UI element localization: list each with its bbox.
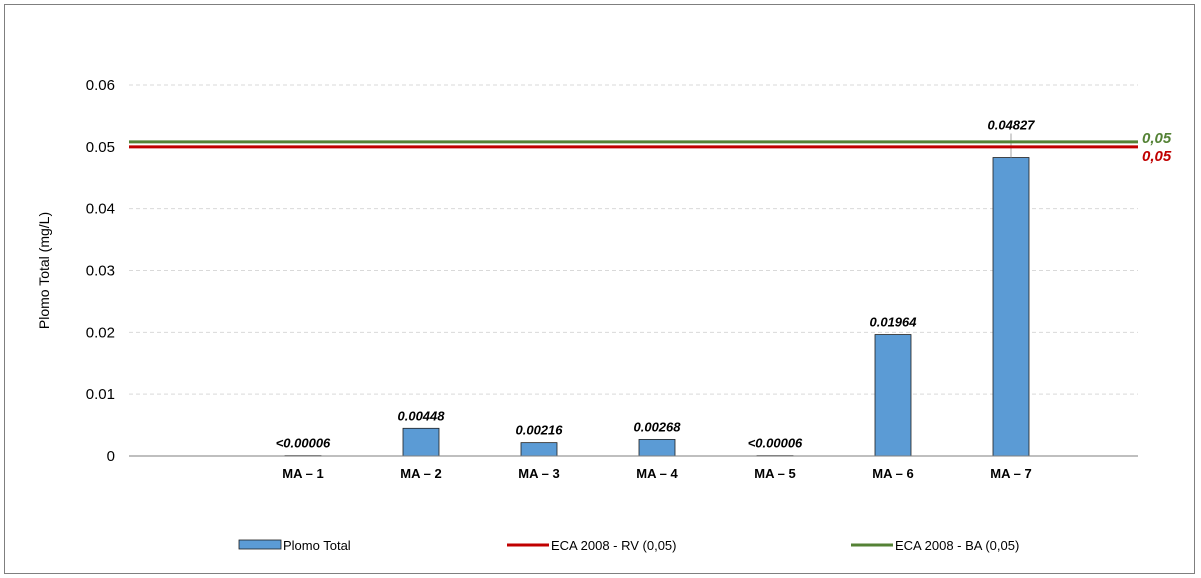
y-axis: 0 0.01 0.02 0.03 0.04 0.05 0.06: [86, 77, 115, 465]
x-tick-label: MA – 1: [282, 466, 323, 481]
bar: [638, 439, 676, 457]
legend: Plomo Total ECA 2008 - RV (0,05) ECA 2008 …: [238, 538, 1019, 553]
bar-chart: 0 0.01 0.02 0.03 0.04 0.05 0.06 <0.00006 0.0044…: [36, 77, 1172, 553]
legend-label: ECA 2008 - RV (0,05): [551, 538, 677, 553]
x-tick-label: MA – 2: [400, 466, 441, 481]
data-label: 0.01964: [870, 315, 918, 330]
x-tick-label: MA – 5: [754, 466, 795, 481]
x-tick-label: MA – 4: [636, 466, 678, 481]
bar: [874, 334, 912, 457]
chart-frame: 0 0.01 0.02 0.03 0.04 0.05 0.06 <0.00006 0.0044…: [4, 4, 1195, 574]
y-axis-title: Plomo Total (mg/L): [36, 212, 52, 329]
legend-label: ECA 2008 - BA (0,05): [895, 538, 1019, 553]
data-label: 0.00216: [516, 423, 564, 438]
bars: <0.00006 0.00448 0.00216 0.00268 <0.00006 0.0…: [276, 118, 1036, 457]
legend-label: Plomo Total: [283, 538, 351, 553]
y-tick-label: 0.04: [86, 201, 115, 218]
y-tick-label: 0.03: [86, 263, 115, 280]
x-tick-label: MA – 3: [518, 466, 559, 481]
data-label: <0.00006: [748, 436, 803, 451]
data-label: 0.00448: [398, 408, 446, 423]
reference-line-label: 0,05: [1142, 130, 1172, 147]
bar: [992, 157, 1030, 457]
bar: [520, 442, 558, 457]
reference-lines: 0,050,05: [129, 130, 1172, 165]
y-tick-label: 0.01: [86, 386, 115, 403]
legend-swatch: [238, 539, 282, 550]
x-tick-label: MA – 6: [872, 466, 913, 481]
bar: [402, 427, 440, 457]
y-tick-label: 0.06: [86, 77, 115, 94]
data-label: 0.04827: [988, 118, 1036, 133]
data-label: <0.00006: [276, 436, 331, 451]
data-label: 0.00268: [634, 419, 682, 434]
x-axis: MA – 1 MA – 2 MA – 3 MA – 4 MA – 5 MA – 6 MA –…: [129, 455, 1138, 481]
y-tick-label: 0.05: [86, 139, 115, 156]
y-tick-label: 0: [107, 448, 115, 465]
x-tick-label: MA – 7: [990, 466, 1031, 481]
y-tick-label: 0.02: [86, 324, 115, 341]
reference-line-label: 0,05: [1142, 148, 1172, 165]
